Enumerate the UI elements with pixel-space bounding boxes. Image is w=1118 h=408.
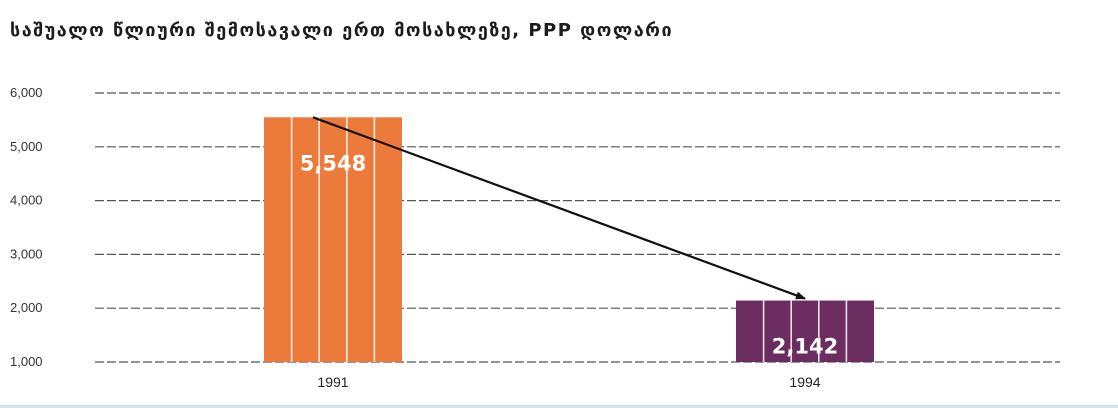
y-tick-label: 2,000 [10, 300, 43, 315]
x-tick-label: 1994 [789, 374, 820, 390]
y-tick-label: 1,000 [10, 354, 43, 369]
chart-title: საშუალო წლიური შემოსავალი ერთ მოსახლეზე,… [10, 20, 674, 41]
bar-1994 [736, 300, 874, 362]
x-tick-label: 1991 [317, 374, 348, 390]
y-tick-label: 5,000 [10, 139, 43, 154]
bar-1991 [264, 117, 402, 362]
trend-arrow [312, 116, 806, 300]
y-tick-label: 6,000 [10, 85, 43, 100]
bar [264, 117, 402, 362]
bar [736, 300, 874, 362]
y-tick-label: 3,000 [10, 246, 43, 261]
data-label: 2,142 [772, 335, 838, 359]
y-tick-label: 4,000 [10, 193, 43, 208]
data-label: 5,548 [300, 151, 366, 175]
